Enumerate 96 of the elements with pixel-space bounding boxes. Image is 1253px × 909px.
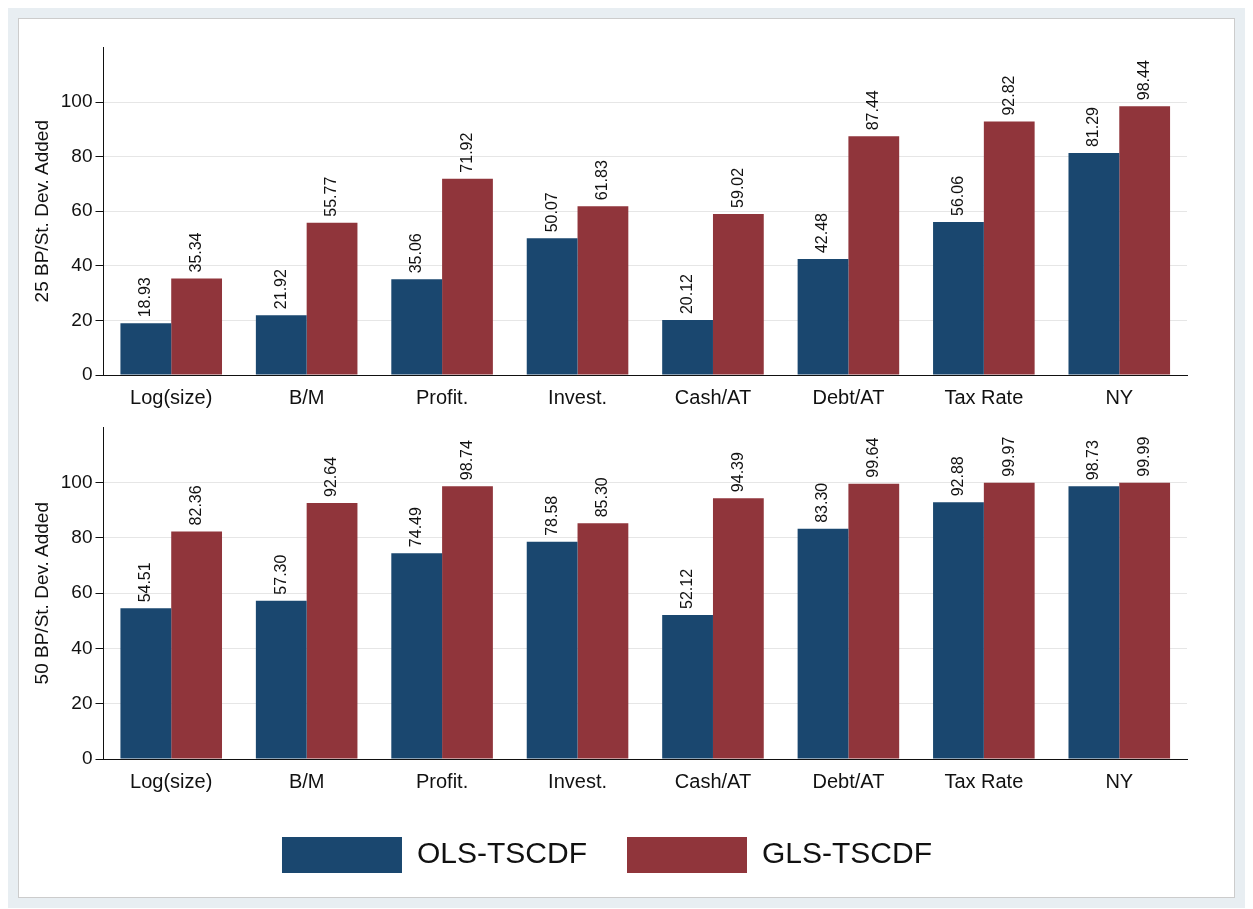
- bar: [848, 136, 900, 375]
- data-label: 56.06: [948, 175, 966, 216]
- bar: [526, 541, 578, 759]
- data-label: 71.92: [457, 132, 475, 173]
- data-label: 98.44: [1135, 60, 1153, 101]
- data-label: 35.06: [407, 233, 425, 274]
- x-tick-label: Log(size): [130, 385, 213, 408]
- bar: [120, 608, 172, 759]
- bar: [391, 279, 443, 375]
- data-label: 83.30: [813, 482, 831, 523]
- data-label: 94.39: [728, 452, 746, 493]
- x-tick-label: Profit.: [415, 385, 469, 408]
- bar: [120, 323, 172, 375]
- data-label: 61.83: [593, 160, 611, 201]
- data-label: 99.64: [864, 437, 882, 478]
- x-tick-label: NY: [1105, 385, 1134, 408]
- bar: [306, 503, 358, 759]
- bar: [797, 528, 849, 759]
- bar: [306, 222, 358, 375]
- bar: [391, 553, 443, 759]
- data-label: 98.74: [457, 440, 475, 481]
- y-tick-label: 20: [71, 308, 93, 330]
- x-tick-label: B/M: [288, 385, 325, 408]
- data-label: 42.48: [813, 212, 831, 254]
- bar: [526, 238, 578, 375]
- bar: [577, 206, 629, 375]
- data-label: 85.30: [593, 477, 611, 518]
- data-label: 50.07: [542, 192, 560, 233]
- x-tick-label: Invest.: [548, 385, 607, 408]
- bar: [933, 502, 984, 759]
- bar: [577, 523, 629, 759]
- bar: [442, 486, 493, 759]
- bar: [933, 221, 984, 375]
- data-label: 81.29: [1084, 106, 1102, 148]
- bar: [442, 178, 493, 375]
- bar: [1068, 153, 1120, 375]
- y-tick-label: 100: [60, 470, 93, 492]
- data-label: 57.30: [271, 554, 289, 595]
- y-tick-label: 20: [71, 691, 93, 713]
- data-label: 78.58: [542, 495, 560, 536]
- y-axis-title: 25 BP/St. Dev. Added: [30, 120, 52, 303]
- bar: [797, 259, 849, 375]
- legend-label: OLS-TSCDF: [416, 836, 588, 870]
- bar: [712, 213, 764, 375]
- y-tick-label: 40: [71, 636, 93, 658]
- data-label: 82.36: [187, 485, 205, 526]
- bar: [983, 482, 1035, 759]
- bar: [255, 600, 307, 759]
- x-tick-label: Debt/AT: [812, 385, 885, 408]
- x-tick-label: B/M: [288, 769, 325, 792]
- x-tick-label: Cash/AT: [674, 385, 752, 408]
- data-label: 59.02: [728, 167, 746, 208]
- x-tick-label: Debt/AT: [812, 769, 885, 792]
- x-tick-label: Tax Rate: [944, 769, 1024, 792]
- bar: [1119, 106, 1171, 375]
- data-label: 92.82: [999, 75, 1017, 116]
- legend-label: GLS-TSCDF: [762, 836, 933, 870]
- data-label: 18.93: [136, 277, 154, 318]
- data-label: 74.49: [407, 507, 425, 548]
- data-label: 54.51: [136, 562, 154, 603]
- data-label: 98.73: [1084, 440, 1102, 481]
- y-tick-label: 80: [71, 526, 93, 548]
- bar: [1119, 482, 1171, 759]
- data-label: 92.64: [322, 456, 340, 497]
- x-tick-label: NY: [1105, 769, 1134, 792]
- bar: [171, 278, 223, 375]
- y-tick-label: 0: [81, 363, 93, 385]
- y-tick-label: 100: [60, 90, 93, 112]
- bar: [848, 483, 900, 759]
- bar: [255, 315, 307, 375]
- bar: [1068, 486, 1120, 759]
- data-label: 52.12: [677, 568, 695, 609]
- bar: [662, 320, 713, 375]
- data-label: 55.77: [322, 176, 340, 217]
- data-label: 87.44: [864, 90, 882, 131]
- y-tick-label: 0: [81, 747, 93, 769]
- x-tick-label: Profit.: [415, 769, 469, 792]
- y-tick-label: 40: [71, 254, 93, 276]
- x-tick-label: Cash/AT: [674, 769, 752, 792]
- x-tick-label: Tax Rate: [944, 385, 1024, 408]
- y-tick-label: 60: [71, 199, 93, 221]
- data-label: 21.92: [271, 269, 289, 310]
- data-label: 99.97: [999, 436, 1017, 477]
- data-label: 35.34: [187, 232, 205, 273]
- y-tick-label: 80: [71, 144, 93, 166]
- data-label: 99.99: [1135, 436, 1153, 477]
- x-tick-label: Invest.: [548, 769, 607, 792]
- bar: [983, 121, 1035, 375]
- data-label: 20.12: [677, 273, 695, 315]
- bar: [662, 614, 713, 759]
- x-tick-label: Log(size): [130, 769, 213, 792]
- data-label: 92.88: [948, 456, 966, 497]
- bar: [712, 498, 764, 759]
- bar: [171, 531, 223, 759]
- y-tick-label: 60: [71, 581, 93, 603]
- y-axis-title: 50 BP/St. Dev. Added: [30, 502, 52, 685]
